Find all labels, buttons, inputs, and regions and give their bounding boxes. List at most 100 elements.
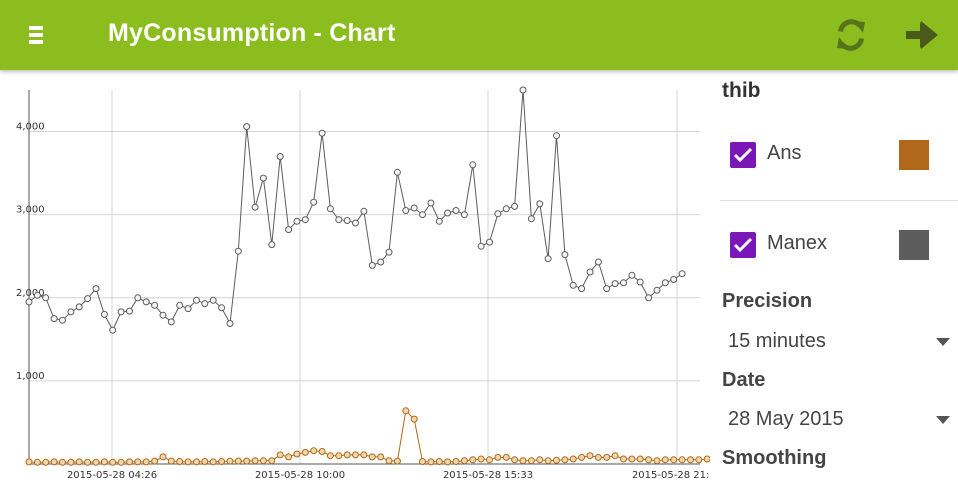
data-point-manex (176, 301, 184, 309)
data-point-ans (84, 458, 92, 466)
data-point-manex (268, 241, 276, 249)
data-point-ans (109, 458, 117, 466)
data-point-ans (25, 458, 33, 466)
data-point-ans (368, 453, 376, 461)
data-point-ans (352, 451, 359, 459)
series-toggle-manex[interactable]: Manex (710, 220, 958, 270)
data-point-ans (126, 458, 133, 466)
precision-dropdown[interactable]: 15 minutes (722, 324, 958, 358)
data-point-manex (201, 300, 209, 308)
smoothing-heading: Smoothing (722, 447, 827, 469)
data-point-ans (527, 457, 535, 465)
data-point-manex (276, 153, 284, 160)
series-color-swatch-ans (899, 140, 929, 170)
data-point-manex (25, 298, 33, 306)
data-point-ans (594, 453, 602, 461)
data-point-ans (393, 457, 401, 465)
data-point-manex (678, 270, 686, 278)
data-point-ans (159, 453, 167, 461)
y-tick-label: 4,000 (16, 122, 45, 133)
data-point-manex (661, 279, 669, 287)
data-point-manex (427, 199, 435, 207)
date-dropdown[interactable]: 28 May 2015 (722, 402, 958, 436)
data-point-ans (50, 458, 58, 466)
date-value: 28 May 2015 (728, 408, 844, 430)
data-point-manex (151, 301, 159, 309)
series-checkbox-manex[interactable] (730, 232, 756, 258)
data-point-ans (193, 458, 200, 466)
data-point-manex (578, 285, 586, 293)
refresh-icon (837, 19, 865, 51)
data-point-manex (645, 294, 653, 302)
data-point-manex (126, 307, 133, 315)
data-point-manex (519, 86, 527, 94)
consumption-chart[interactable]: 2015-05-28 04:26 2015-05-28 10:00 2015-05-… (0, 70, 710, 499)
data-point-ans (117, 458, 125, 466)
data-point-manex (159, 311, 167, 319)
data-point-ans (502, 453, 510, 461)
data-point-ans (703, 455, 710, 463)
data-point-manex (109, 326, 117, 334)
data-point-manex (586, 268, 594, 276)
data-point-ans (544, 457, 552, 465)
data-point-manex (477, 242, 485, 250)
arrow-right-icon (906, 21, 938, 49)
data-point-ans (42, 458, 50, 466)
data-point-manex (59, 316, 66, 324)
data-point-ans (142, 458, 150, 466)
data-point-ans (176, 458, 184, 465)
data-point-ans (218, 458, 226, 465)
data-point-manex (393, 168, 401, 176)
data-point-ans (310, 447, 318, 455)
data-point-ans (234, 457, 242, 465)
data-point-manex (343, 217, 351, 224)
data-point-manex (193, 296, 200, 304)
data-point-ans (611, 452, 619, 460)
refresh-button[interactable] (830, 14, 872, 56)
data-point-ans (335, 452, 343, 460)
data-point-manex (452, 207, 460, 214)
series-line-manex (28, 89, 683, 332)
data-point-ans (259, 457, 267, 465)
data-point-ans (561, 456, 569, 464)
dropdown-caret-icon (936, 338, 950, 346)
data-point-manex (209, 296, 217, 304)
data-point-manex (326, 205, 334, 213)
data-point-manex (67, 308, 75, 316)
data-point-ans (402, 407, 410, 415)
data-point-manex (410, 204, 418, 212)
data-point-manex (544, 255, 552, 263)
data-point-manex (527, 215, 535, 223)
data-point-manex (402, 207, 410, 214)
data-point-manex (75, 303, 83, 311)
data-point-ans (33, 458, 41, 466)
series-checkbox-ans[interactable] (730, 142, 756, 168)
data-point-ans (427, 458, 435, 466)
data-point-ans (301, 448, 309, 456)
data-point-manex (511, 202, 519, 210)
menu-button[interactable] (18, 16, 54, 54)
data-point-manex (469, 161, 477, 169)
data-point-ans (569, 455, 577, 463)
y-tick-label: 1,000 (16, 371, 45, 382)
data-point-ans (419, 458, 426, 465)
data-point-ans (318, 448, 326, 455)
data-point-manex (310, 198, 318, 206)
data-point-manex (301, 216, 309, 224)
x-tick-label: 2015-05-28 21:06 (632, 470, 710, 481)
precision-value: 15 minutes (728, 330, 826, 352)
series-label-ans: Ans (767, 142, 802, 164)
checkmark-icon (733, 147, 753, 163)
forward-button[interactable] (900, 14, 942, 56)
data-point-manex (569, 281, 577, 289)
data-point-manex (636, 278, 644, 286)
data-point-ans (285, 453, 293, 461)
data-point-manex (84, 295, 92, 303)
y-tick-label: 2,000 (16, 288, 45, 299)
series-toggle-ans[interactable]: Ans (710, 130, 958, 180)
data-point-manex (293, 217, 301, 225)
data-point-manex (460, 211, 468, 219)
hamburger-menu-icon-bar (29, 33, 43, 37)
data-point-ans (67, 458, 75, 466)
data-point-ans (460, 457, 468, 465)
